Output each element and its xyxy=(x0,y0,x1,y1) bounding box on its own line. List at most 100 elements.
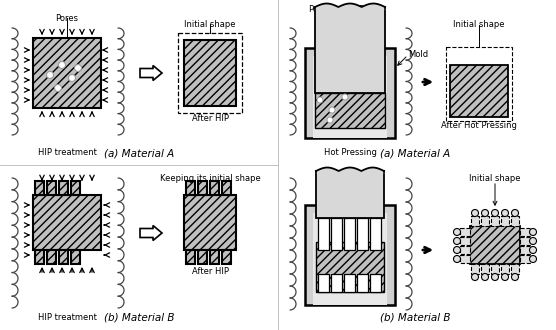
Text: Punch: Punch xyxy=(358,5,384,14)
Bar xyxy=(47,181,56,195)
Bar xyxy=(186,250,195,264)
Circle shape xyxy=(492,274,499,280)
Text: (b) Material B: (b) Material B xyxy=(104,313,174,323)
Bar xyxy=(370,274,381,292)
Bar xyxy=(491,264,499,274)
Bar xyxy=(47,250,56,264)
Circle shape xyxy=(481,274,489,280)
Bar xyxy=(315,93,385,128)
Text: Pores: Pores xyxy=(56,14,78,23)
Circle shape xyxy=(54,84,62,91)
Circle shape xyxy=(492,210,499,216)
Circle shape xyxy=(502,274,509,280)
Bar xyxy=(222,250,231,264)
Bar xyxy=(71,181,80,195)
Bar xyxy=(471,216,479,226)
Bar xyxy=(520,237,530,245)
Text: Hot Pressing: Hot Pressing xyxy=(324,148,376,157)
Bar xyxy=(35,181,44,195)
Circle shape xyxy=(454,238,460,245)
Circle shape xyxy=(481,210,489,216)
Circle shape xyxy=(471,210,479,216)
Circle shape xyxy=(502,210,509,216)
Circle shape xyxy=(75,64,82,72)
Bar xyxy=(344,218,355,250)
Bar xyxy=(357,218,368,250)
Bar xyxy=(184,195,236,250)
Text: HIP treatment: HIP treatment xyxy=(38,148,96,157)
Bar xyxy=(35,250,44,264)
Bar xyxy=(318,218,329,250)
Text: HIP treatment: HIP treatment xyxy=(38,313,96,322)
Text: Initial shape: Initial shape xyxy=(453,20,505,29)
Bar xyxy=(501,264,509,274)
Bar xyxy=(198,250,207,264)
Bar xyxy=(186,181,195,195)
Bar xyxy=(491,216,499,226)
Bar xyxy=(33,38,101,108)
Text: Mold: Mold xyxy=(408,50,428,59)
Bar xyxy=(460,246,470,254)
Circle shape xyxy=(342,94,348,100)
Circle shape xyxy=(529,238,537,245)
Circle shape xyxy=(68,75,76,82)
Circle shape xyxy=(529,255,537,262)
Bar xyxy=(59,181,68,195)
Circle shape xyxy=(529,247,537,253)
Bar xyxy=(520,255,530,263)
Bar xyxy=(315,8,385,93)
Circle shape xyxy=(317,97,323,103)
Bar xyxy=(318,274,329,292)
Bar xyxy=(305,205,395,305)
Bar xyxy=(471,264,479,274)
Text: (b) Material B: (b) Material B xyxy=(380,313,450,323)
Bar xyxy=(331,274,342,292)
FancyArrow shape xyxy=(140,65,162,81)
Text: After Hot Pressing: After Hot Pressing xyxy=(441,121,517,130)
Text: (a) Material A: (a) Material A xyxy=(104,148,174,158)
Bar xyxy=(357,274,368,292)
Bar xyxy=(316,242,384,292)
Circle shape xyxy=(327,117,333,123)
Text: Initial shape: Initial shape xyxy=(184,20,236,29)
Bar xyxy=(520,246,530,254)
Text: (a) Material A: (a) Material A xyxy=(380,148,450,158)
Circle shape xyxy=(454,255,460,262)
Circle shape xyxy=(471,274,479,280)
Bar xyxy=(450,65,508,117)
Circle shape xyxy=(58,61,66,69)
Bar xyxy=(178,33,242,113)
Bar xyxy=(222,181,231,195)
Bar xyxy=(33,195,101,250)
Text: After HIP: After HIP xyxy=(191,114,229,123)
Circle shape xyxy=(512,274,519,280)
Circle shape xyxy=(454,228,460,236)
FancyArrow shape xyxy=(140,225,162,241)
Bar xyxy=(198,181,207,195)
Circle shape xyxy=(329,107,335,113)
Bar xyxy=(460,228,470,236)
Circle shape xyxy=(529,228,537,236)
Bar xyxy=(446,47,512,121)
Bar xyxy=(344,274,355,292)
Bar xyxy=(316,172,384,218)
Bar xyxy=(184,40,236,106)
Bar xyxy=(470,226,520,264)
Bar xyxy=(305,48,395,138)
Bar xyxy=(331,218,342,250)
Bar xyxy=(481,216,489,226)
Bar xyxy=(481,264,489,274)
Bar xyxy=(520,228,530,236)
Text: Initial shape: Initial shape xyxy=(469,174,521,183)
Bar xyxy=(210,250,219,264)
Bar xyxy=(460,237,470,245)
Text: After HIP: After HIP xyxy=(191,267,229,276)
Bar xyxy=(460,255,470,263)
Bar xyxy=(511,216,519,226)
Bar xyxy=(511,264,519,274)
Bar xyxy=(313,56,387,138)
Bar xyxy=(59,250,68,264)
Bar xyxy=(210,181,219,195)
Bar xyxy=(501,216,509,226)
Circle shape xyxy=(512,210,519,216)
